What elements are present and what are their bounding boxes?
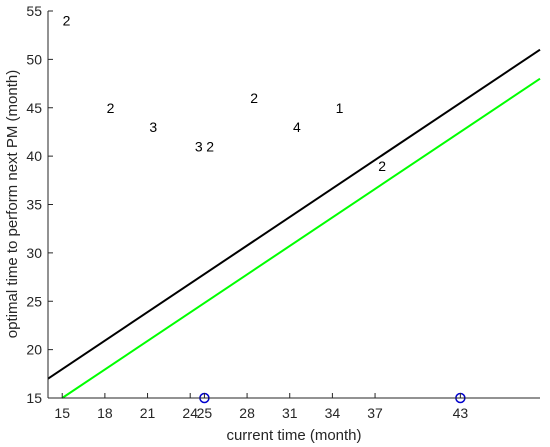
x-tick-label-2: 21 bbox=[140, 405, 156, 421]
point-label-6: 4 bbox=[293, 119, 301, 135]
y-tick-label-2: 25 bbox=[26, 293, 42, 309]
x-tick-label-8: 37 bbox=[367, 405, 383, 421]
y-tick-label-4: 35 bbox=[26, 197, 42, 213]
x-axis-title: current time (month) bbox=[226, 427, 361, 444]
point-label-5: 2 bbox=[250, 90, 258, 106]
x-tick-label-7: 34 bbox=[325, 405, 341, 421]
x-tick-label-1: 18 bbox=[97, 405, 113, 421]
series-line-0 bbox=[47, 48, 541, 380]
y-axis-title: optimal time to perform next PM (month) bbox=[4, 70, 21, 338]
x-tick-label-0: 15 bbox=[54, 405, 70, 421]
y-tick-label-8: 55 bbox=[26, 3, 42, 19]
plot-area bbox=[48, 11, 540, 398]
series-line-1 bbox=[61, 77, 541, 399]
x-tick-label-5: 28 bbox=[239, 405, 255, 421]
point-label-1: 2 bbox=[107, 100, 115, 116]
x-tick-label-4: 25 bbox=[197, 405, 213, 421]
y-tick-label-1: 20 bbox=[26, 342, 42, 358]
y-tick-label-5: 40 bbox=[26, 148, 42, 164]
x-tick-label-6: 31 bbox=[282, 405, 298, 421]
y-axis-ticks: 15 20 25 30 35 40 45 50 55 bbox=[26, 3, 53, 406]
y-tick-label-6: 45 bbox=[26, 100, 42, 116]
point-label-0: 2 bbox=[63, 13, 71, 29]
point-label-4: 2 bbox=[206, 138, 214, 154]
y-tick-label-3: 30 bbox=[26, 245, 42, 261]
point-label-7: 1 bbox=[336, 100, 344, 116]
point-label-3: 3 bbox=[195, 138, 203, 154]
y-tick-label-7: 50 bbox=[26, 51, 42, 67]
x-tick-label-3: 24 bbox=[182, 405, 198, 421]
x-tick-label-9: 43 bbox=[453, 405, 469, 421]
y-tick-label-0: 15 bbox=[26, 390, 42, 406]
point-label-8: 2 bbox=[378, 158, 386, 174]
point-label-2: 3 bbox=[149, 119, 157, 135]
